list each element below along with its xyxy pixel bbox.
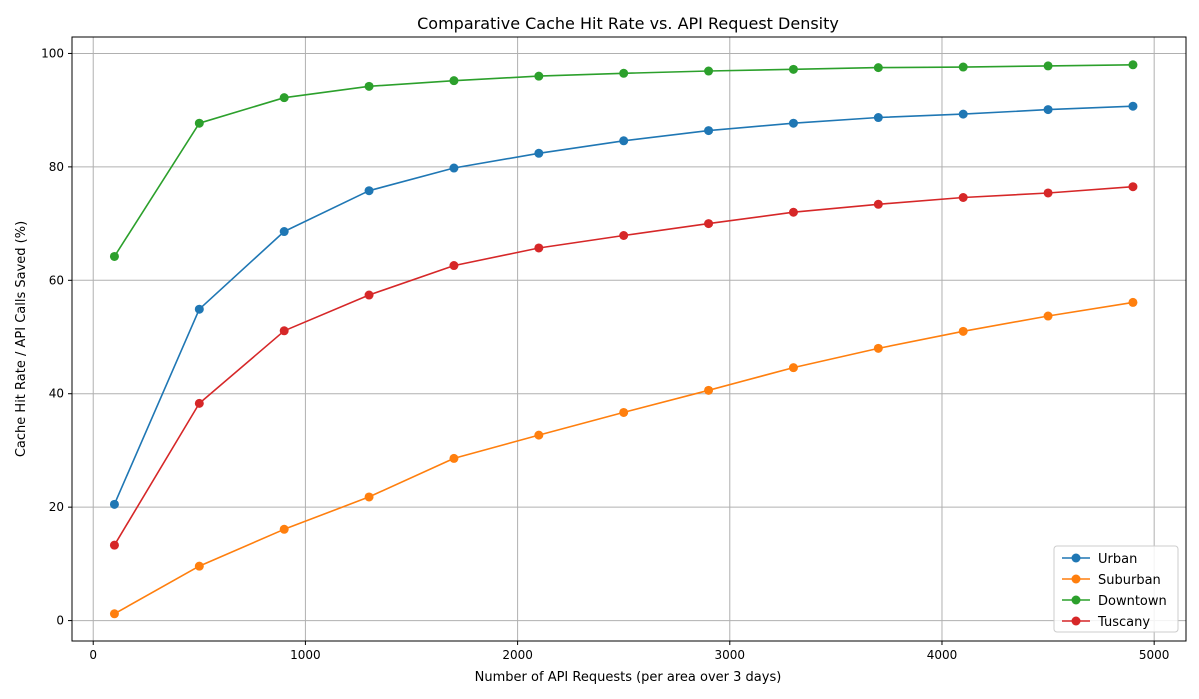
legend-item-tuscany: Tuscany	[1062, 615, 1150, 630]
legend-marker-suburban	[1071, 574, 1081, 584]
legend-marker-tuscany	[1071, 616, 1081, 626]
data-point-suburban	[788, 363, 798, 373]
data-point-tuscany	[619, 230, 629, 240]
series-layer	[109, 60, 1138, 619]
data-point-tuscany	[873, 199, 883, 209]
series-suburban	[109, 297, 1138, 619]
data-point-urban	[788, 118, 798, 128]
plot-frame	[71, 36, 1187, 642]
data-point-downtown	[109, 251, 119, 261]
data-point-urban	[958, 109, 968, 119]
y-tick-label: 20	[49, 500, 64, 514]
data-point-urban	[534, 148, 544, 158]
x-axis: 0 1000 2000 3000 4000 5000	[89, 641, 1169, 662]
data-point-suburban	[109, 609, 119, 619]
legend-label-tuscany: Tuscany	[1097, 615, 1150, 630]
x-tick-label: 4000	[927, 648, 958, 662]
data-point-urban	[704, 126, 714, 136]
data-point-urban	[364, 186, 374, 196]
chart-title: Comparative Cache Hit Rate vs. API Reque…	[417, 14, 839, 33]
x-tick-label: 5000	[1139, 648, 1170, 662]
data-point-suburban	[1128, 297, 1138, 307]
data-point-suburban	[534, 430, 544, 440]
data-point-downtown	[534, 71, 544, 81]
data-point-tuscany	[534, 243, 544, 253]
data-point-urban	[873, 113, 883, 123]
data-point-urban	[619, 136, 629, 146]
data-point-urban	[194, 304, 204, 314]
data-point-suburban	[1043, 311, 1053, 321]
y-tick-label: 80	[49, 160, 64, 174]
data-point-downtown	[194, 118, 204, 128]
data-point-downtown	[619, 68, 629, 78]
y-axis: 0 20 40 60 80 100	[41, 46, 72, 628]
data-point-tuscany	[704, 219, 714, 229]
data-point-suburban	[194, 561, 204, 571]
data-point-downtown	[788, 64, 798, 74]
x-tick-label: 2000	[502, 648, 533, 662]
data-point-urban	[109, 499, 119, 509]
data-point-suburban	[704, 385, 714, 395]
data-point-downtown	[704, 66, 714, 76]
data-point-urban	[1043, 105, 1053, 115]
data-point-downtown	[958, 62, 968, 72]
data-point-suburban	[279, 524, 289, 534]
data-point-downtown	[1128, 60, 1138, 70]
legend-label-urban: Urban	[1098, 552, 1137, 567]
data-point-tuscany	[958, 192, 968, 202]
legend-label-suburban: Suburban	[1098, 573, 1161, 588]
legend-item-suburban: Suburban	[1062, 573, 1161, 588]
legend-item-downtown: Downtown	[1062, 594, 1167, 609]
data-point-suburban	[873, 343, 883, 353]
x-tick-label: 3000	[715, 648, 746, 662]
y-tick-label: 40	[49, 387, 64, 401]
data-point-suburban	[449, 453, 459, 463]
data-point-tuscany	[194, 398, 204, 408]
data-point-tuscany	[279, 326, 289, 336]
data-point-downtown	[449, 76, 459, 86]
y-axis-title: Cache Hit Rate / API Calls Saved (%)	[14, 221, 29, 457]
data-point-tuscany	[449, 261, 459, 271]
data-point-urban	[1128, 101, 1138, 111]
data-point-downtown	[364, 81, 374, 91]
data-point-tuscany	[364, 290, 374, 300]
x-tick-label: 0	[89, 648, 97, 662]
series-tuscany	[109, 182, 1138, 550]
series-downtown	[109, 60, 1138, 261]
x-axis-title: Number of API Requests (per area over 3 …	[475, 670, 782, 685]
data-point-downtown	[1043, 61, 1053, 71]
data-point-tuscany	[1043, 188, 1053, 198]
legend-box	[1053, 545, 1179, 633]
data-point-tuscany	[109, 540, 119, 550]
data-point-suburban	[364, 492, 374, 502]
grid	[72, 37, 1186, 641]
data-point-tuscany	[1128, 182, 1138, 192]
legend-marker-downtown	[1071, 595, 1081, 605]
data-point-downtown	[279, 93, 289, 103]
legend-item-urban: Urban	[1062, 552, 1137, 567]
legend-label-downtown: Downtown	[1098, 594, 1167, 609]
legend-marker-urban	[1071, 553, 1081, 563]
data-point-urban	[279, 227, 289, 237]
data-point-urban	[449, 163, 459, 173]
data-point-suburban	[958, 326, 968, 336]
data-point-suburban	[619, 407, 629, 417]
data-point-tuscany	[788, 207, 798, 217]
data-point-downtown	[873, 63, 883, 73]
legend: Urban Suburban Downtown Tuscany	[1053, 545, 1179, 633]
series-urban	[109, 101, 1138, 509]
y-tick-label: 0	[56, 614, 64, 628]
y-tick-label: 100	[41, 46, 64, 60]
x-tick-label: 1000	[290, 648, 321, 662]
y-tick-label: 60	[49, 273, 64, 287]
